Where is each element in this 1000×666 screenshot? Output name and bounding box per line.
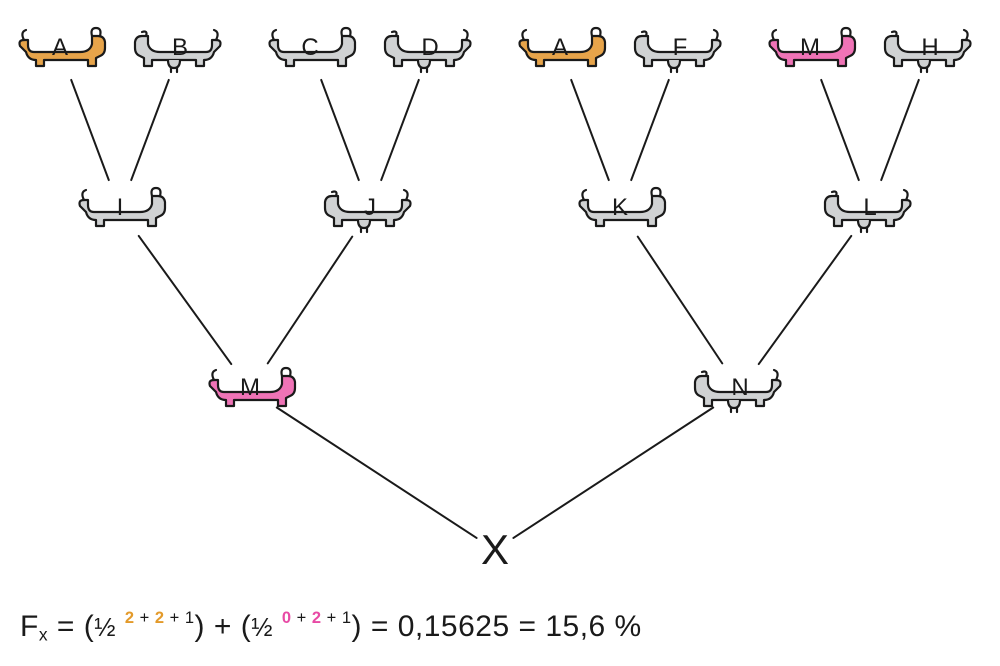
edge-line xyxy=(571,80,609,180)
formula-eq1: = ( xyxy=(48,611,94,644)
edge-line xyxy=(881,80,919,180)
formula-mid: ) + ( xyxy=(195,611,252,644)
bull-node-A: A xyxy=(510,20,610,80)
cow-node-L: L xyxy=(820,180,920,240)
formula-sp2 xyxy=(273,611,282,644)
cow-node-B: B xyxy=(130,20,230,80)
formula-exp2-op1: + xyxy=(292,609,312,627)
edge-line xyxy=(277,407,477,537)
bull-node-I: I xyxy=(70,180,170,240)
edge-line xyxy=(71,80,109,180)
bull-node-M: M xyxy=(760,20,860,80)
cow-node-N: N xyxy=(690,360,790,420)
bull-node-K: K xyxy=(570,180,670,240)
offspring-x: X xyxy=(481,526,509,574)
edge-line xyxy=(131,80,169,180)
edge-line xyxy=(759,236,852,364)
bull-node-A: A xyxy=(10,20,110,80)
edge-line xyxy=(513,407,713,537)
formula-exp1-op1: + xyxy=(135,609,155,627)
formula-exp1-c: 1 xyxy=(185,609,195,627)
formula-tail: ) = 0,15625 = 15,6 % xyxy=(352,611,642,644)
formula-exp2-op2: + xyxy=(322,609,342,627)
cow-node-J: J xyxy=(320,180,420,240)
edge-line xyxy=(268,237,352,364)
edge-line xyxy=(139,236,232,364)
bull-node-M: M xyxy=(200,360,300,420)
edge-line xyxy=(631,80,669,180)
formula-subscript: x xyxy=(39,625,48,645)
edge-line xyxy=(821,80,859,180)
bull-node-C: C xyxy=(260,20,360,80)
formula-exp1-a: 2 xyxy=(125,609,135,627)
edge-line xyxy=(321,80,359,180)
formula-exp1-op2: + xyxy=(165,609,185,627)
formula-half-2: ½ xyxy=(251,615,273,643)
pedigree-diagram: A B C D A F xyxy=(0,0,1000,666)
cow-node-F: F xyxy=(630,20,730,80)
edge-line xyxy=(381,80,419,180)
edge-line xyxy=(638,237,722,364)
formula-half-1: ½ xyxy=(94,615,116,643)
cow-node-D: D xyxy=(380,20,480,80)
formula-symbol: F xyxy=(20,611,39,644)
inbreeding-formula: Fx = (½ 2 + 2 + 1) + (½ 0 + 2 + 1) = 0,1… xyxy=(20,609,642,646)
formula-exp1-b: 2 xyxy=(155,609,165,627)
formula-exp2-b: 2 xyxy=(312,609,322,627)
formula-exp2-a: 0 xyxy=(282,609,292,627)
formula-exp2-c: 1 xyxy=(342,609,352,627)
cow-node-H: H xyxy=(880,20,980,80)
formula-sp1 xyxy=(116,611,125,644)
